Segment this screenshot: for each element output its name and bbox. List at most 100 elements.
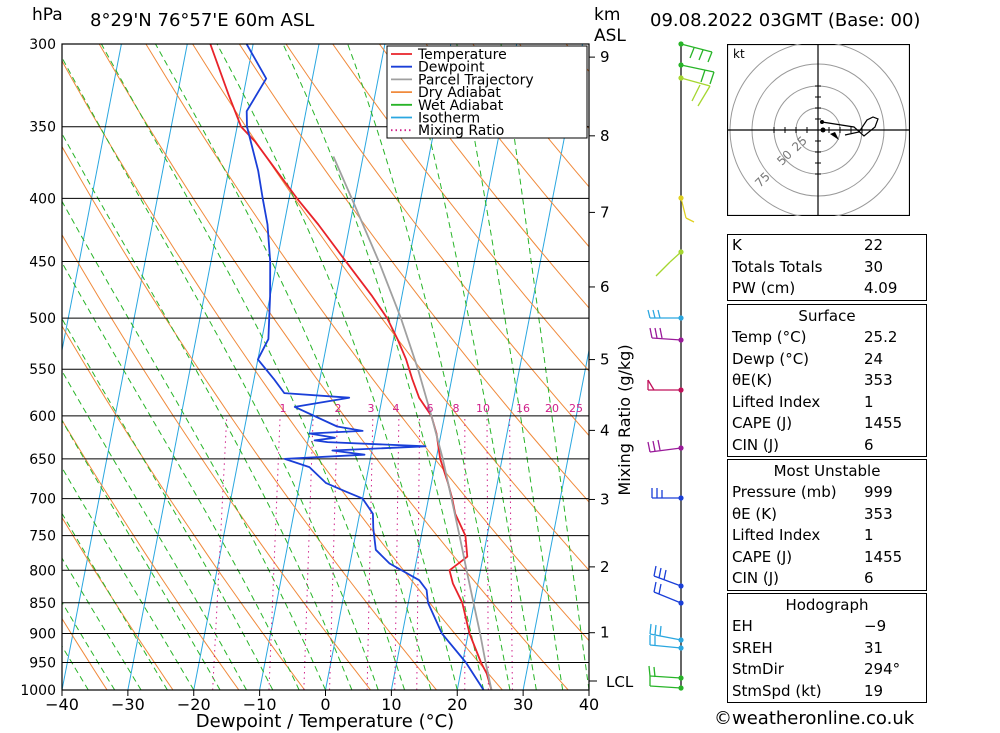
- table-row-label: CAPE (J): [732, 547, 793, 566]
- wind-barb: [659, 327, 663, 339]
- wind-barb: [707, 51, 713, 63]
- wind-level-dot: [678, 75, 684, 81]
- wind-barb: [697, 85, 711, 107]
- table-row-label: K: [732, 236, 742, 254]
- wind-barb: [658, 567, 662, 579]
- wind-barb: [680, 77, 711, 87]
- wind-barb: [680, 197, 687, 219]
- wind-level-dot: [678, 445, 684, 451]
- wind-level-dot: [678, 315, 684, 321]
- wind-level-dot: [678, 62, 684, 68]
- wind-barb: [653, 581, 657, 593]
- km-label: km: [594, 5, 621, 25]
- mixing-ratio-label: 20: [545, 402, 559, 415]
- dry-adiabat-line: [238, 44, 589, 503]
- x-tick-label: −30: [111, 695, 145, 714]
- table-row: θE(K) 353: [728, 370, 926, 392]
- dry-adiabat-line: [332, 44, 589, 372]
- wind-barb: [654, 327, 658, 339]
- wind-barb: [698, 49, 704, 61]
- wind-barb: [663, 569, 667, 581]
- mixing-ratio-label: 3: [368, 402, 375, 415]
- wind-barb: [647, 441, 651, 453]
- wind-barb: [652, 309, 656, 319]
- wind-barb: [649, 685, 682, 689]
- table-row: K 22: [728, 235, 926, 257]
- table-row: Lifted Index 1: [728, 525, 926, 547]
- parcel-trajectory-curve: [332, 156, 493, 690]
- table-row: θE (K) 353: [728, 504, 926, 526]
- wind-level-dot: [678, 249, 684, 255]
- hodograph-table-title: Hodograph: [785, 596, 869, 614]
- table-row: CAPE (J) 1455: [728, 547, 926, 569]
- table-row-label: SREH: [732, 638, 773, 657]
- mixing-ratio-line: [394, 415, 400, 690]
- pressure-tick-label: 400: [29, 191, 56, 207]
- table-row: Temp (°C) 25.2: [728, 327, 926, 349]
- mixing-ratio-label: 6: [427, 402, 434, 415]
- wind-level-dot: [678, 195, 684, 201]
- wind-barb: [657, 439, 661, 451]
- wind-level-dot: [678, 637, 684, 643]
- legend-entry: Dry Adiabat: [418, 85, 501, 101]
- pressure-tick-label: 700: [29, 492, 56, 508]
- wind-level-dot: [678, 41, 684, 47]
- most-unstable-title: Most Unstable: [773, 462, 881, 480]
- table-row-value: 1455: [864, 547, 903, 566]
- table-row-label: CIN (J): [732, 435, 780, 454]
- hodograph-storm-dot: [820, 127, 826, 133]
- wind-level-dot: [678, 387, 684, 393]
- table-row-label: Lifted Index: [732, 526, 821, 544]
- table-row-value: 25.2: [864, 328, 898, 346]
- table-row-value: 1455: [864, 414, 903, 432]
- curve-layer: [209, 44, 493, 690]
- dewpoint-curve: [245, 44, 485, 690]
- wind-level-dot: [678, 645, 684, 651]
- table-row-label: Temp (°C): [732, 328, 807, 346]
- mixing-ratio-label: 1: [280, 402, 287, 415]
- x-tick-label: 20: [447, 695, 467, 714]
- x-tick-label: −40: [45, 695, 79, 714]
- mixing-ratio-label: 10: [476, 402, 490, 415]
- indices-table: K 22 Totals Totals 30 PW (cm) 4.09: [727, 234, 927, 301]
- table-row-value: 31: [864, 638, 884, 657]
- table-row: Dewp (°C) 24: [728, 349, 926, 371]
- table-row-value: 19: [864, 681, 884, 700]
- x-tick-label: 40: [579, 695, 599, 714]
- wind-barb: [654, 624, 657, 636]
- pressure-tick-label: 750: [29, 529, 56, 545]
- wind-barb: [653, 575, 682, 587]
- km-tick-label: 9: [600, 48, 610, 66]
- table-row: Lifted Index 1: [728, 392, 926, 414]
- wind-barb: [647, 309, 651, 319]
- legend-entry: Mixing Ratio: [418, 123, 504, 139]
- wind-barb: [658, 583, 662, 595]
- table-row-value: 30: [864, 257, 884, 276]
- datetime-title: 09.08.2022 03GMT (Base: 00): [650, 10, 921, 31]
- table-row-value: 999: [864, 483, 893, 501]
- legend-entry: Temperature: [417, 47, 507, 63]
- x-tick-label: −20: [177, 695, 211, 714]
- wind-barb: [653, 591, 682, 604]
- mixing-ratio-line: [366, 415, 374, 690]
- wind-barb: [653, 565, 657, 577]
- isotherm-line: [193, 44, 320, 690]
- hodograph-unit: kt: [733, 47, 745, 61]
- km-tick-label: 5: [600, 351, 610, 369]
- mixing-ratio-axis-label: Mixing Ratio (g/kg): [615, 344, 634, 495]
- legend-entry: Parcel Trajectory: [418, 72, 534, 88]
- wind-level-dot: [678, 337, 684, 343]
- table-row-value: 4.09: [864, 279, 898, 297]
- km-tick-label: 7: [600, 203, 610, 221]
- wind-level-dot: [678, 600, 684, 606]
- mixing-ratio-label: 16: [516, 402, 530, 415]
- table-row: CAPE (J) 1455: [728, 413, 926, 435]
- km-tick-label: 1: [600, 624, 610, 642]
- wind-barb: [657, 309, 661, 319]
- table-row-label: θE (K): [732, 504, 777, 523]
- pressure-tick-label: 850: [29, 596, 56, 612]
- wet-adiabat-line: [100, 44, 406, 690]
